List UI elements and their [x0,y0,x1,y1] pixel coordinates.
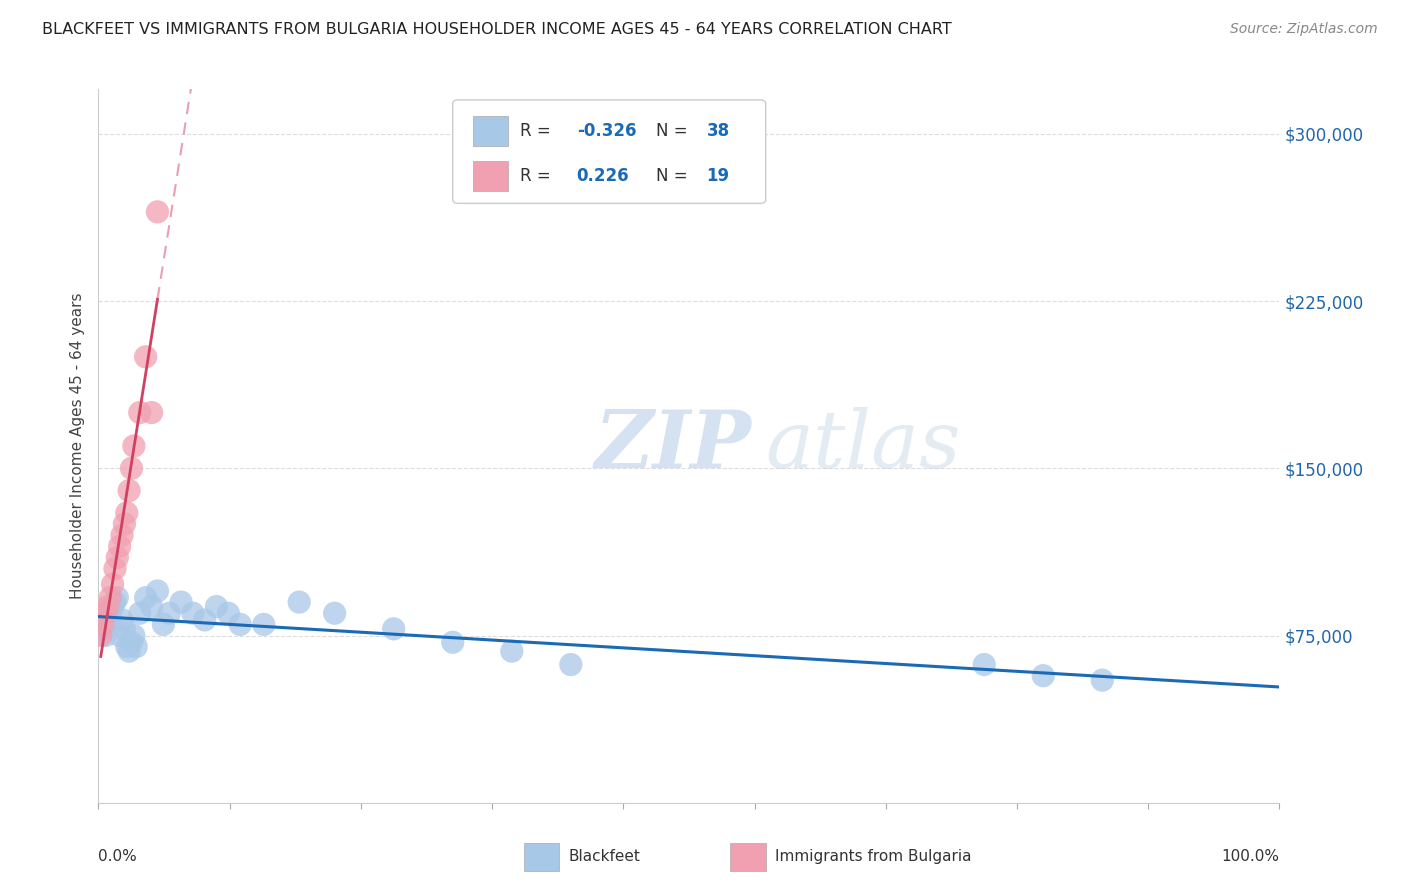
Point [194,613,217,627]
Point [118,644,141,658]
Point [135,350,157,364]
Point [97,599,120,614]
Text: -0.326: -0.326 [576,121,637,139]
Text: Source: ZipAtlas.com: Source: ZipAtlas.com [1230,22,1378,37]
Point [141,599,163,614]
Point [501,644,523,658]
Point [1032,669,1054,683]
Point [323,607,346,621]
Point [217,607,239,621]
Text: 0.226: 0.226 [576,168,630,186]
Point [170,595,193,609]
Point [108,628,131,642]
Point [560,657,582,672]
Point [128,405,150,419]
FancyBboxPatch shape [453,100,766,203]
Point [253,617,276,632]
Text: ZIP: ZIP [595,408,751,484]
Bar [472,116,508,145]
Point [205,599,228,614]
Text: N =: N = [655,168,693,186]
Point [118,483,141,498]
Point [288,595,311,609]
Bar [523,844,560,871]
Point [101,577,124,591]
Point [94,607,117,621]
Text: atlas: atlas [766,408,962,484]
Point [90,628,112,642]
Point [135,591,157,605]
Bar [472,161,508,191]
Text: 19: 19 [707,168,730,186]
Point [146,583,169,598]
Text: BLACKFEET VS IMMIGRANTS FROM BULGARIA HOUSEHOLDER INCOME AGES 45 - 64 YEARS CORR: BLACKFEET VS IMMIGRANTS FROM BULGARIA HO… [42,22,952,37]
Point [91,622,114,636]
Point [101,599,124,614]
Point [105,591,128,605]
Point [94,628,117,642]
Text: R =: R = [520,121,555,139]
Point [108,539,131,553]
Point [105,550,128,565]
Point [121,635,143,649]
Text: 38: 38 [707,121,730,139]
Text: R =: R = [520,168,561,186]
Point [1091,673,1114,687]
Point [152,617,174,632]
Point [146,204,169,219]
Point [115,640,138,654]
Text: Immigrants from Bulgaria: Immigrants from Bulgaria [775,849,972,863]
Point [104,595,127,609]
Point [157,607,180,621]
Point [97,617,120,632]
Point [128,607,150,621]
Point [121,461,143,475]
Point [111,528,134,542]
Y-axis label: Householder Income Ages 45 - 64 years: Householder Income Ages 45 - 64 years [70,293,86,599]
Point [90,607,112,621]
Point [141,405,163,419]
Text: 100.0%: 100.0% [1222,849,1279,864]
Point [122,628,145,642]
Point [973,657,995,672]
Text: Blackfeet: Blackfeet [568,849,640,863]
Point [441,635,464,649]
Point [229,617,252,632]
Point [181,607,204,621]
Point [125,640,148,654]
Bar [730,844,766,871]
Point [115,506,138,520]
Point [122,439,145,453]
Point [112,517,135,532]
Point [382,622,405,636]
Point [91,617,114,632]
Point [104,562,127,576]
Text: 0.0%: 0.0% [98,849,138,864]
Point [98,610,121,624]
Point [111,613,134,627]
Point [98,591,121,605]
Text: N =: N = [655,121,693,139]
Point [112,622,135,636]
